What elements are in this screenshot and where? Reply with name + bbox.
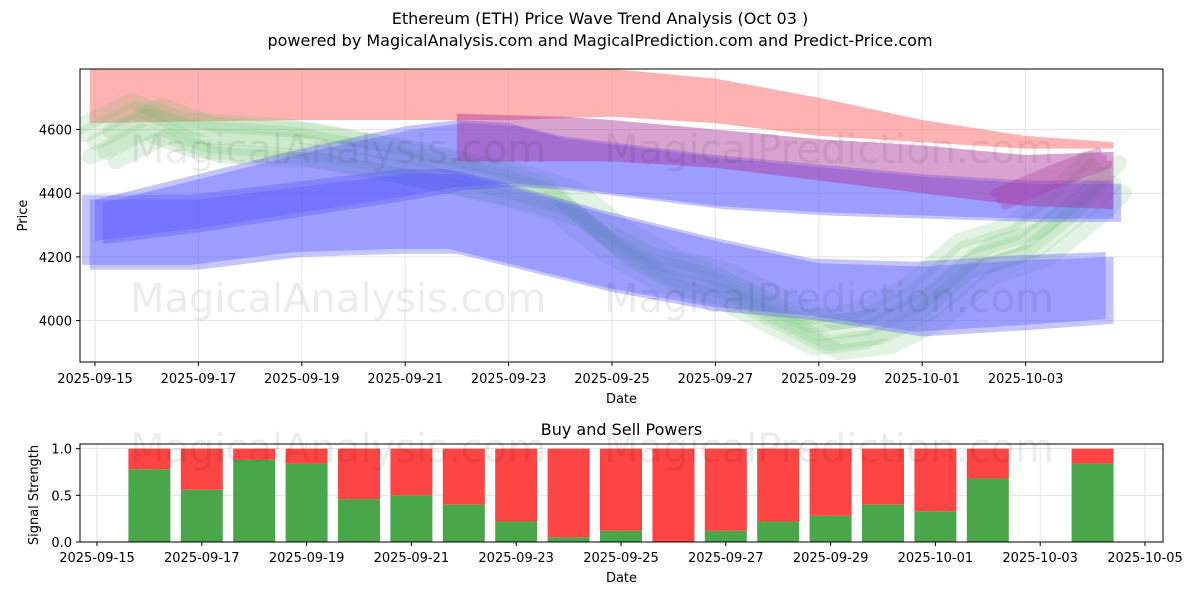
sell-bar bbox=[547, 448, 590, 538]
sell-bar bbox=[285, 448, 328, 464]
buy-bar bbox=[285, 463, 328, 542]
signal-x-tick-label: 2025-09-17 bbox=[164, 551, 240, 566]
chart-title: Ethereum (ETH) Price Wave Trend Analysis… bbox=[391, 9, 809, 28]
price-wave-green-wave bbox=[102, 97, 1127, 331]
watermark-text: MagicalPrediction.com bbox=[604, 276, 1054, 322]
watermark-text: MagicalAnalysis.com bbox=[130, 127, 546, 173]
price-plot-frame bbox=[79, 68, 1164, 363]
price-band-red-band bbox=[89, 69, 1114, 149]
price-wave-green-wave bbox=[107, 127, 1132, 361]
signal-chart-title: Buy and Sell Powers bbox=[541, 420, 703, 439]
price-band-blue-upper-band bbox=[102, 123, 1122, 245]
price-x-tick-label: 2025-09-29 bbox=[781, 372, 857, 387]
price-band-blue-lower-band bbox=[89, 174, 1114, 337]
sell-bar bbox=[652, 448, 695, 542]
price-x-tick-label: 2025-09-21 bbox=[367, 372, 443, 387]
price-y-axis-label: Price bbox=[16, 200, 31, 232]
sell-bar bbox=[914, 448, 957, 512]
price-y-tick-label: 4600 bbox=[39, 124, 72, 139]
sell-bar bbox=[809, 448, 852, 516]
buy-bar bbox=[180, 489, 223, 542]
sell-bar bbox=[757, 448, 800, 522]
buy-bar bbox=[704, 530, 747, 542]
price-wave-green-wave bbox=[81, 123, 1106, 356]
price-x-tick-label: 2025-10-01 bbox=[884, 372, 960, 387]
signal-x-tick-label: 2025-09-27 bbox=[688, 551, 764, 566]
price-x-tick-label: 2025-09-19 bbox=[264, 372, 340, 387]
sell-bar bbox=[704, 448, 747, 531]
signal-y-axis-label: Signal Strength bbox=[27, 445, 42, 545]
signal-y-tick-label: 0.0 bbox=[51, 536, 72, 551]
price-y-tick-label: 4000 bbox=[39, 315, 72, 330]
buy-bar bbox=[338, 499, 380, 542]
price-y-tick-label: 4400 bbox=[39, 187, 72, 202]
watermark-text: MagicalAnalysis.com bbox=[130, 426, 546, 472]
price-y-tick-label: 4200 bbox=[39, 251, 72, 266]
buy-bar bbox=[547, 537, 590, 542]
sell-bar bbox=[128, 448, 171, 470]
signal-x-tick-label: 2025-10-03 bbox=[1002, 551, 1078, 566]
sell-bar bbox=[233, 448, 276, 460]
sell-bar bbox=[338, 448, 380, 500]
sell-bar bbox=[495, 448, 538, 522]
signal-x-tick-label: 2025-09-29 bbox=[793, 551, 869, 566]
price-wave-green-wave bbox=[87, 108, 1112, 342]
price-series-group bbox=[80, 69, 1132, 361]
signal-y-tick-label: 0.5 bbox=[51, 489, 72, 504]
signal-x-axis-label: Date bbox=[606, 571, 637, 586]
price-band-blue-lower-band bbox=[82, 169, 1106, 332]
signal-x-tick-label: 2025-09-15 bbox=[59, 551, 135, 566]
buy-bar bbox=[914, 511, 957, 542]
price-band-purple-band bbox=[456, 113, 1114, 210]
price-x-tick-label: 2025-10-03 bbox=[988, 372, 1064, 387]
buy-bar bbox=[442, 504, 485, 542]
buy-bar bbox=[390, 495, 433, 542]
price-x-tick-label: 2025-09-27 bbox=[678, 372, 754, 387]
buy-bar bbox=[600, 530, 642, 542]
signal-y-tick-label: 1.0 bbox=[51, 443, 72, 458]
price-band-blue-upper-band bbox=[95, 120, 1114, 241]
buy-bar bbox=[233, 459, 276, 542]
watermark-text: MagicalPrediction.com bbox=[604, 127, 1054, 173]
buy-bar bbox=[128, 469, 171, 542]
signal-x-tick-label: 2025-09-25 bbox=[583, 551, 659, 566]
price-wave-green-wave bbox=[80, 92, 1096, 326]
price-x-tick-label: 2025-09-15 bbox=[57, 372, 133, 387]
signal-x-tick-label: 2025-09-21 bbox=[374, 551, 450, 566]
price-x-axis-label: Date bbox=[606, 392, 637, 407]
buy-bar bbox=[966, 478, 1009, 542]
price-x-tick-label: 2025-09-25 bbox=[574, 372, 650, 387]
sell-bar bbox=[862, 448, 904, 505]
sell-bar bbox=[1071, 448, 1114, 464]
price-wave-end-wave bbox=[1000, 160, 1113, 210]
price-wave-end-wave bbox=[995, 154, 1108, 204]
sell-bar bbox=[390, 448, 433, 496]
price-wave-end-wave bbox=[990, 147, 1102, 198]
sell-bar bbox=[180, 448, 223, 490]
price-wave-green-wave bbox=[97, 118, 1122, 351]
signal-x-tick-label: 2025-10-05 bbox=[1107, 551, 1183, 566]
sell-bar bbox=[600, 448, 642, 531]
watermark-text: MagicalAnalysis.com bbox=[130, 276, 546, 322]
buy-bar bbox=[495, 521, 538, 542]
price-x-tick-label: 2025-09-23 bbox=[471, 372, 547, 387]
signal-x-tick-label: 2025-09-19 bbox=[269, 551, 345, 566]
price-x-tick-label: 2025-09-17 bbox=[161, 372, 237, 387]
price-wave-green-wave bbox=[80, 100, 1101, 334]
signal-x-tick-label: 2025-09-23 bbox=[478, 551, 554, 566]
buy-bar bbox=[809, 515, 852, 542]
watermark-text: MagicalPrediction.com bbox=[604, 426, 1054, 472]
sell-bar bbox=[966, 448, 1009, 479]
signal-x-tick-label: 2025-10-01 bbox=[898, 551, 974, 566]
buy-bar bbox=[1071, 463, 1114, 542]
buy-bar bbox=[757, 521, 800, 542]
buy-bar bbox=[862, 504, 904, 542]
sell-bar bbox=[442, 448, 485, 505]
chart-subtitle: powered by MagicalAnalysis.com and Magic… bbox=[267, 31, 933, 50]
